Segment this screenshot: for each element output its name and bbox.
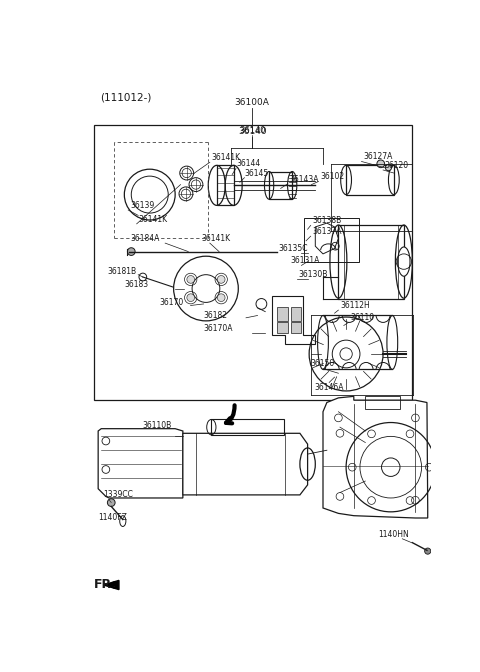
Text: 36141K: 36141K bbox=[201, 234, 230, 243]
Polygon shape bbox=[98, 429, 183, 498]
Bar bbox=[291, 322, 301, 333]
Text: 36170: 36170 bbox=[160, 298, 184, 307]
Bar bbox=[277, 322, 288, 333]
Ellipse shape bbox=[425, 548, 431, 554]
Ellipse shape bbox=[377, 160, 384, 167]
Text: 1140HN: 1140HN bbox=[378, 530, 409, 540]
Ellipse shape bbox=[187, 294, 194, 302]
Text: 36150: 36150 bbox=[311, 360, 335, 368]
Text: 36130B: 36130B bbox=[299, 270, 328, 279]
Text: 36141K: 36141K bbox=[138, 215, 168, 224]
Text: 36110B: 36110B bbox=[143, 421, 172, 430]
Text: 36120: 36120 bbox=[384, 161, 409, 170]
Text: 36102: 36102 bbox=[320, 173, 344, 181]
Text: 36139: 36139 bbox=[131, 201, 155, 210]
Bar bbox=[338, 225, 404, 298]
Text: 1339CC: 1339CC bbox=[104, 491, 133, 499]
Text: 1140FZ: 1140FZ bbox=[98, 513, 127, 523]
Text: 36127A: 36127A bbox=[363, 152, 393, 161]
Text: 36183: 36183 bbox=[124, 280, 148, 289]
Bar bbox=[365, 396, 400, 409]
Text: 36141K: 36141K bbox=[211, 153, 240, 162]
Ellipse shape bbox=[398, 247, 410, 276]
Text: 36112H: 36112H bbox=[340, 301, 370, 310]
Bar bbox=[291, 307, 301, 321]
Text: 36138B: 36138B bbox=[312, 216, 341, 225]
Ellipse shape bbox=[127, 248, 135, 255]
Bar bbox=[304, 218, 359, 262]
Bar bbox=[269, 171, 292, 199]
Text: 36110: 36110 bbox=[350, 313, 374, 323]
Text: 36181B: 36181B bbox=[108, 267, 136, 276]
Bar bbox=[277, 307, 288, 321]
Ellipse shape bbox=[217, 294, 225, 302]
Polygon shape bbox=[104, 581, 119, 589]
Polygon shape bbox=[272, 296, 315, 344]
Ellipse shape bbox=[187, 276, 194, 283]
Text: 36135C: 36135C bbox=[278, 244, 308, 253]
Text: 36184A: 36184A bbox=[131, 234, 160, 243]
Text: 36100A: 36100A bbox=[235, 97, 270, 107]
Text: 36140: 36140 bbox=[238, 127, 266, 136]
Text: 36143A: 36143A bbox=[289, 175, 319, 183]
Text: 36146A: 36146A bbox=[314, 382, 344, 392]
Text: 36137A: 36137A bbox=[312, 227, 342, 236]
Bar bbox=[346, 165, 394, 195]
Text: (111012-): (111012-) bbox=[100, 92, 151, 102]
Polygon shape bbox=[183, 433, 308, 495]
Ellipse shape bbox=[385, 165, 392, 171]
Text: 36145: 36145 bbox=[244, 169, 269, 177]
Text: 36182: 36182 bbox=[204, 311, 228, 320]
Bar bbox=[211, 419, 285, 435]
Ellipse shape bbox=[108, 499, 115, 507]
Text: FR.: FR. bbox=[94, 579, 117, 591]
Bar bbox=[94, 124, 412, 401]
Text: 36131A: 36131A bbox=[291, 256, 320, 265]
Text: 36144: 36144 bbox=[236, 159, 260, 168]
Text: 36140: 36140 bbox=[239, 126, 265, 135]
Bar bbox=[217, 165, 234, 206]
Polygon shape bbox=[323, 396, 428, 518]
Polygon shape bbox=[315, 223, 338, 254]
Text: 36170A: 36170A bbox=[204, 324, 233, 333]
Ellipse shape bbox=[217, 276, 225, 283]
